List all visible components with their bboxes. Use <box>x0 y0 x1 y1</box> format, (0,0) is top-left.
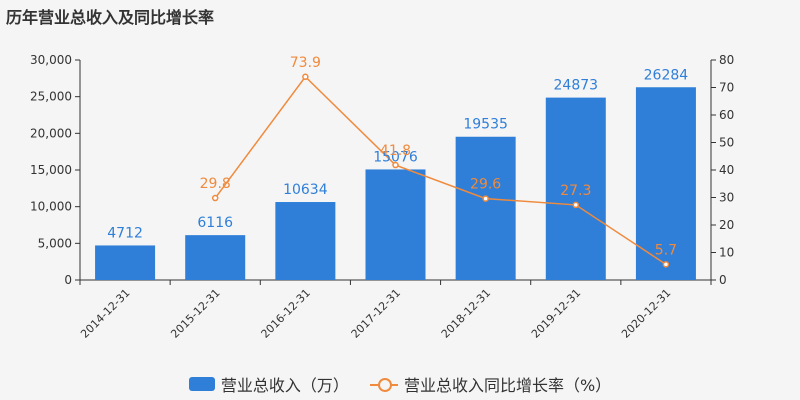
bar <box>635 87 696 280</box>
growth-point <box>572 201 580 209</box>
x-tick-label: 2019-12-31 <box>529 286 583 340</box>
legend-line-swatch <box>369 377 398 392</box>
x-tick-label: 2014-12-31 <box>78 286 132 340</box>
x-tick-label: 2020-12-31 <box>619 286 673 340</box>
bar <box>185 235 246 280</box>
growth-value-label: 29.8 <box>200 176 231 192</box>
data-labels: 4712 6116 10634 15076 19535 24873 26284 29.8 73.… <box>107 55 688 259</box>
x-tick-label: 2017-12-31 <box>349 286 403 340</box>
growth-line <box>214 75 667 265</box>
y-right-tick-label: 10 <box>719 246 734 260</box>
growth-value-label: 41.8 <box>380 143 411 159</box>
y-right-tick-label: 20 <box>719 218 734 232</box>
bar <box>95 245 156 280</box>
y-right-tick-label: 70 <box>719 81 734 95</box>
y-left-tick-label: 30,000 <box>30 53 72 67</box>
y-left-tick-label: 25,000 <box>30 90 72 104</box>
y-right-tick-label: 60 <box>719 108 734 122</box>
x-tick-label: 2016-12-31 <box>259 286 313 340</box>
growth-value-label: 73.9 <box>290 55 321 71</box>
growth-point <box>662 261 670 268</box>
growth-point <box>392 161 399 169</box>
y-right-tick-label: 0 <box>719 273 727 287</box>
y-left-tick-label: 0 <box>64 273 72 287</box>
chart-title: 历年营业总收入及同比增长率 <box>6 8 215 27</box>
x-tick-label: 2018-12-31 <box>439 286 493 340</box>
bar-value-label: 19535 <box>463 117 508 133</box>
bar-series <box>95 87 696 281</box>
y-right-tick-label: 30 <box>719 191 734 205</box>
y-left-tick-label: 10,000 <box>30 200 72 214</box>
bar <box>275 202 336 280</box>
growth-value-label: 27.3 <box>560 183 591 199</box>
x-tick-label: 2015-12-31 <box>168 286 222 340</box>
bar <box>455 136 516 280</box>
legend-item-growth[interactable]: 营业总收入同比增长率（%） <box>369 372 612 396</box>
y-left-tick-label: 15,000 <box>30 163 72 177</box>
bar <box>365 169 426 280</box>
y-left-tick-label: 5,000 <box>38 236 72 250</box>
legend: 营业总收入（万） 营业总收入同比增长率（%） <box>0 372 800 396</box>
bar <box>545 97 606 281</box>
growth-point <box>302 73 309 81</box>
bar-value-label: 26284 <box>644 67 689 83</box>
growth-value-label: 29.6 <box>470 177 501 193</box>
growth-value-label: 5.7 <box>655 242 677 258</box>
bar-value-label: 6116 <box>197 215 233 231</box>
growth-point <box>482 195 489 202</box>
legend-bar-swatch <box>188 377 215 391</box>
legend-label-revenue: 营业总收入（万） <box>220 376 349 395</box>
bar-value-label: 15076 <box>373 149 418 165</box>
bar-value-label: 10634 <box>283 182 328 198</box>
bar-value-label: 24873 <box>554 78 599 94</box>
bar-value-label: 4712 <box>107 225 143 241</box>
legend-item-revenue[interactable]: 营业总收入（万） <box>188 372 349 396</box>
y-right-tick-label: 80 <box>719 53 734 67</box>
y-right-tick-label: 40 <box>719 163 734 177</box>
legend-label-growth: 营业总收入同比增长率（%） <box>403 376 612 395</box>
y-left-tick-label: 20,000 <box>30 126 72 140</box>
line-series <box>211 73 670 268</box>
growth-point <box>211 194 219 202</box>
y-right-tick-label: 50 <box>719 136 734 150</box>
